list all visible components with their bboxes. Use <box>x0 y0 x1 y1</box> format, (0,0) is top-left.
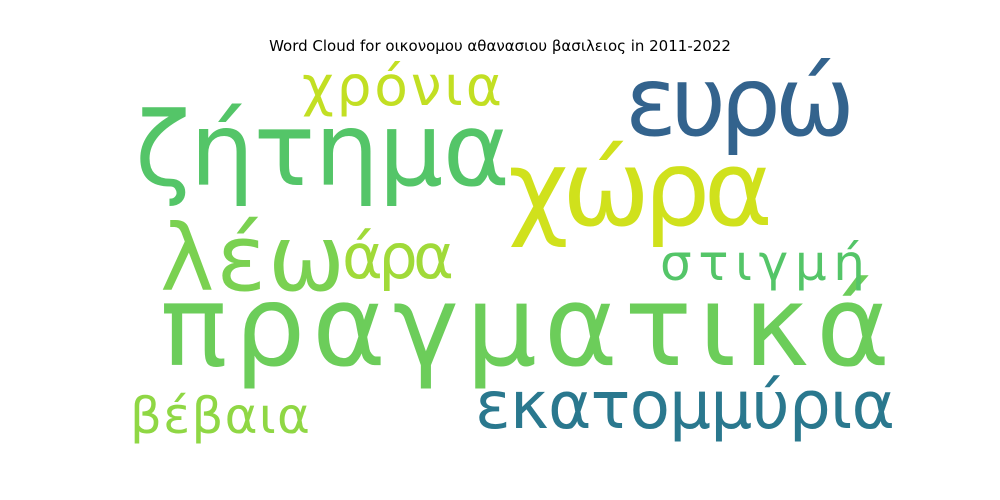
chart-title: Word Cloud for οικονομου αθανασιου βασιλ… <box>269 37 731 55</box>
word-cloud-word: πραγματικά <box>160 262 890 392</box>
word-cloud-word: χώρα <box>508 128 773 250</box>
word-cloud-word: άρα <box>342 220 454 293</box>
word-cloud-word: ζήτημα <box>135 91 510 210</box>
word-cloud-word: ευρώ <box>625 46 855 158</box>
word-cloud-word: εκατομμύρια <box>475 367 895 444</box>
word-cloud-word: λέω <box>160 205 345 312</box>
word-cloud-word: βέβαια <box>130 387 310 445</box>
word-cloud-word: χρόνια <box>302 54 502 118</box>
word-cloud-word: στιγμή <box>660 234 865 292</box>
